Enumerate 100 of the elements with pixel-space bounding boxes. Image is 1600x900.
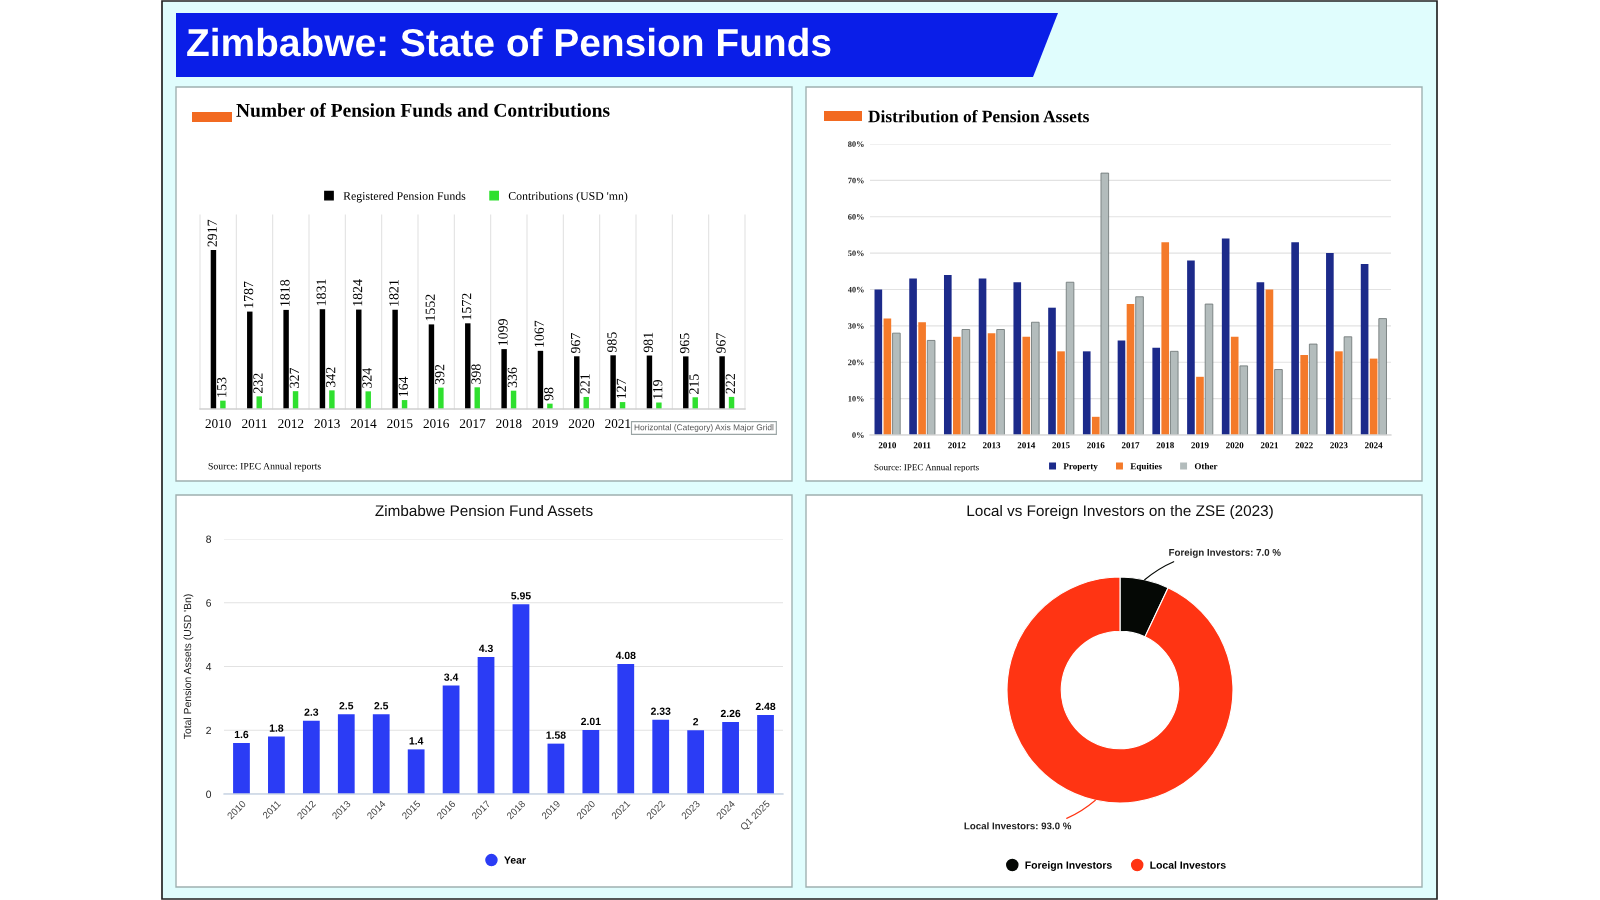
data-label: 2.5 (374, 702, 389, 710)
data-label: 4.08 (615, 651, 636, 660)
bar (909, 278, 917, 435)
bar (268, 736, 285, 794)
bar (1082, 351, 1091, 435)
y-tick-label: 70% (848, 177, 864, 184)
y-tick-label: 4 (205, 663, 212, 671)
bar (617, 663, 635, 794)
data-label: 1.4 (409, 737, 424, 745)
bar (1117, 340, 1126, 435)
legend-label: Local Investors (1150, 861, 1226, 869)
data-label: 119 (653, 379, 663, 399)
data-label: 1552 (425, 294, 435, 321)
x-tick-label: 2013 (314, 419, 340, 429)
data-label: 221 (580, 374, 590, 394)
y-tick-label: 30% (848, 323, 864, 329)
data-label: 1572 (461, 293, 472, 320)
bar (1343, 336, 1353, 435)
data-label: Local Investors: 93.0 % (964, 822, 1072, 830)
bar (987, 333, 996, 435)
bar (302, 720, 320, 794)
bar (1204, 303, 1214, 435)
bar (1221, 238, 1230, 435)
bar (926, 340, 936, 435)
data-label: 1067 (534, 320, 544, 347)
y-tick-label: 80% (848, 141, 864, 147)
x-tick-label: 2016 (1087, 442, 1105, 449)
bar (428, 324, 435, 409)
bar (1274, 369, 1283, 435)
data-label: 215 (689, 374, 699, 394)
bar (610, 355, 616, 409)
bar (874, 289, 883, 435)
bar (583, 396, 589, 409)
data-label: 127 (616, 378, 626, 399)
bar (365, 391, 371, 409)
bar (477, 656, 495, 794)
bar (210, 249, 217, 409)
bar (438, 387, 444, 409)
x-tick-label: 2014 (1017, 442, 1036, 449)
bar (1378, 318, 1387, 435)
legend-label: Contributions (USD 'mn) (508, 191, 628, 203)
bar (1126, 304, 1135, 435)
x-tick-label: 2024 (1364, 442, 1383, 449)
bar (1308, 343, 1318, 435)
bar (501, 349, 507, 409)
bar (1091, 416, 1100, 435)
x-tick-label: 2020 (1226, 442, 1244, 449)
bar (1161, 242, 1170, 435)
x-tick-label: 2011 (242, 419, 267, 429)
data-label: 4.3 (478, 644, 493, 653)
bar (247, 311, 253, 409)
data-label: 1787 (243, 281, 254, 308)
y-tick-label: 8 (206, 535, 212, 543)
bar (465, 323, 471, 409)
bar (407, 749, 425, 794)
data-label: 1818 (280, 279, 290, 306)
data-label: 2.3 (304, 708, 319, 716)
x-tick-label: 2011 (913, 442, 931, 449)
bar (372, 714, 390, 794)
bar (1100, 172, 1110, 435)
data-label: 98 (543, 387, 554, 401)
bar (1265, 289, 1274, 435)
data-label: 967 (570, 333, 581, 354)
x-tick-label: 2019 (532, 419, 558, 429)
x-tick-label: 2010 (205, 419, 231, 429)
bar (757, 714, 774, 794)
bar (1022, 336, 1031, 435)
x-tick-label: 2016 (423, 419, 449, 429)
text: Zimbabwe: State of Pension Funds (187, 27, 831, 57)
bar (512, 604, 530, 794)
bar (442, 685, 460, 794)
source-note: Source: IPEC Annual reports (874, 463, 979, 473)
bar (1048, 307, 1056, 435)
y-tick-label: 40% (847, 286, 864, 293)
data-label: 965 (679, 333, 690, 354)
y-tick-label: 0 (206, 790, 212, 798)
bar (1187, 260, 1195, 435)
data-label: 164 (398, 376, 409, 397)
chart-title: Zimbabwe Pension Fund Assets (375, 504, 593, 517)
x-tick-label: 2023 (1330, 442, 1348, 449)
bar (961, 329, 971, 435)
legend-label: Registered Pension Funds (343, 191, 466, 203)
data-label: 5.95 (511, 592, 531, 600)
bar (1291, 242, 1299, 435)
y-tick-label: 60% (848, 214, 864, 220)
x-tick-label: 2012 (278, 419, 304, 429)
bar (918, 322, 926, 435)
bar (978, 278, 987, 435)
bar (547, 743, 565, 794)
y-tick-label: 2 (206, 726, 211, 735)
bar (1335, 351, 1343, 435)
chart-title: Local vs Foreign Investors on the ZSE (2023) (967, 504, 1273, 520)
bar (356, 309, 362, 409)
bar (1300, 354, 1308, 435)
bar (537, 350, 544, 409)
y-tick-label: 50% (848, 250, 864, 257)
bar (474, 387, 480, 409)
bar (1360, 264, 1369, 435)
bar (283, 309, 289, 409)
data-label: 1831 (316, 279, 326, 306)
